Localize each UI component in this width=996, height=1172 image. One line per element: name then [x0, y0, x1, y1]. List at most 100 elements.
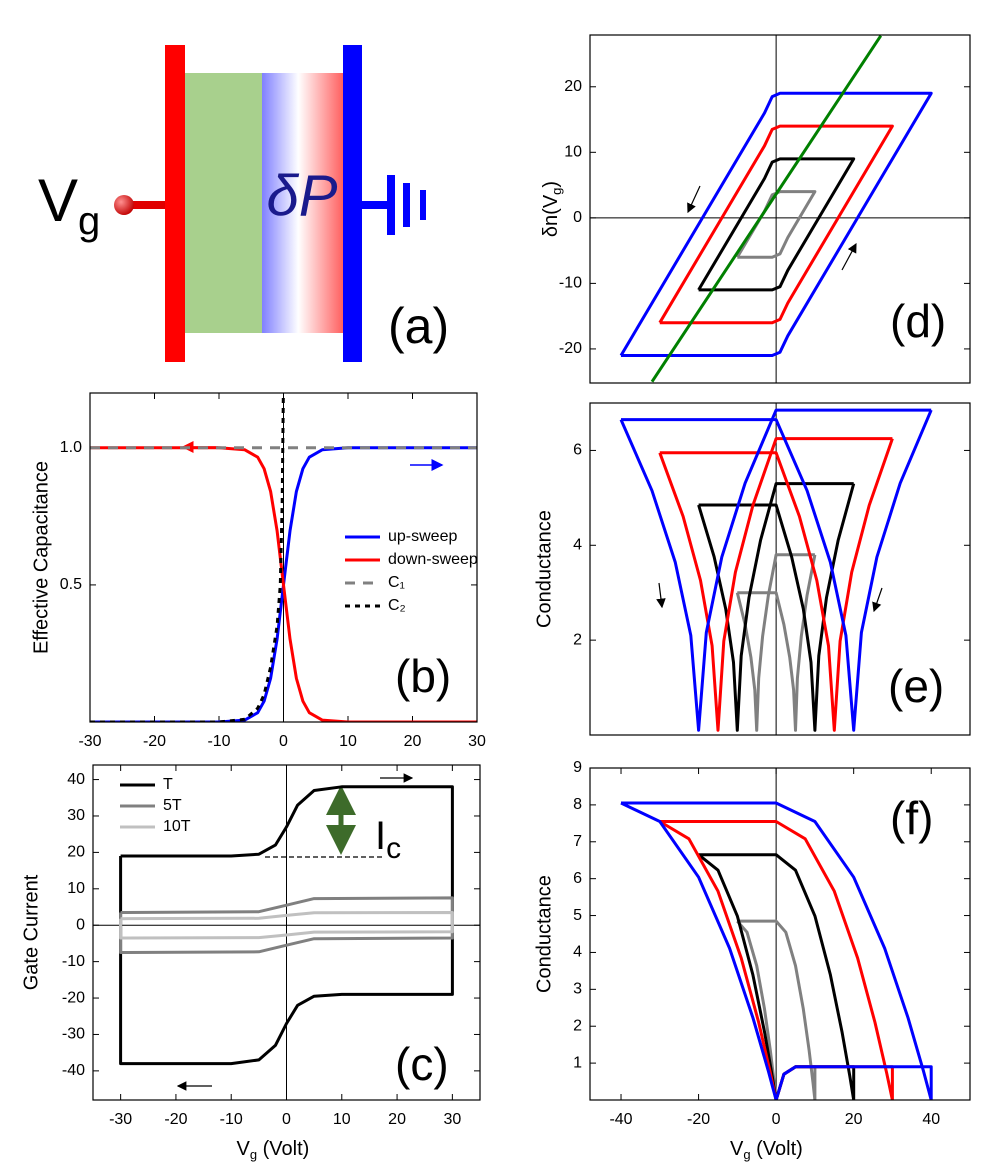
x-tick-label: 0: [279, 733, 288, 750]
chart-panel: -20 -10 0 10 20 (d) δn(Vg): [540, 34, 971, 384]
gate-wire: [125, 201, 165, 209]
y-tick-label: 0: [76, 916, 85, 933]
gate-terminal: [114, 195, 134, 215]
annotation-label: Ic: [375, 814, 401, 865]
y-tick-label: 2: [573, 631, 582, 648]
x-tick-label: 0: [772, 1111, 781, 1128]
x-tick-label: 20: [404, 733, 422, 750]
arrow: [656, 582, 666, 609]
x-tick-label: -10: [220, 1111, 243, 1128]
y-axis-label-part: g: [549, 188, 564, 195]
y-tick-label: 7: [573, 833, 582, 850]
series-line: [735, 553, 815, 732]
x-axis-label-part: (Volt): [751, 1138, 803, 1160]
polarization-label: δP: [267, 163, 338, 228]
plot-frame: [589, 767, 971, 1101]
x-tick-label: -10: [207, 733, 230, 750]
panel-label: (a): [388, 298, 449, 354]
y-tick-label: 2: [573, 1017, 582, 1034]
y-axis-label: Conductance: [533, 875, 555, 993]
panel-label: (c): [395, 1038, 449, 1090]
panel-label: (b): [395, 650, 451, 702]
y-tick-label: 20: [67, 844, 85, 861]
y-axis-label: Gate Current: [20, 874, 42, 990]
gate-label: Vg: [38, 167, 100, 243]
dielectric: [185, 73, 262, 333]
y-tick-label: -30: [62, 1026, 85, 1043]
y-tick-label: -10: [559, 275, 582, 292]
plot-frame: [92, 764, 481, 1101]
legend-label: up-sweep: [388, 528, 457, 545]
y-axis-label: Conductance: [533, 510, 555, 628]
gate-plate: [165, 45, 185, 362]
x-tick-label: 30: [468, 733, 486, 750]
annotations: Ic: [176, 185, 883, 1091]
y-tick-label: -20: [559, 340, 582, 357]
y-tick-label: 30: [67, 807, 85, 824]
x-axis-label-part: g: [250, 1147, 257, 1162]
x-tick-label: -30: [78, 733, 101, 750]
ground-wire: [362, 201, 388, 209]
chart-panel: 1 2 3 4 5 6 7 8 9 -40 -20 0 20 40 (f) Conductance Vg (Vo…: [533, 759, 971, 1162]
series-line: [658, 124, 894, 325]
x-tick-label: 20: [845, 1111, 863, 1128]
chart-panel: 2 4 6 (e) Conductance: [533, 402, 971, 736]
panel-label: (f): [890, 792, 933, 844]
ground-bar: [403, 183, 410, 227]
ground-bar: [387, 175, 395, 235]
y-axis-label: δn(Vg): [540, 181, 564, 237]
x-tick-label: 20: [388, 1111, 406, 1128]
x-tick-label: -20: [687, 1111, 710, 1128]
arrow: [872, 587, 883, 613]
y-tick-label: 9: [573, 759, 582, 776]
series-line: [697, 157, 856, 292]
arrow: [841, 242, 857, 271]
y-tick-label: 6: [573, 442, 582, 459]
y-tick-label: 40: [67, 771, 85, 788]
y-axis-label-part: δn(V: [540, 194, 562, 237]
y-tick-label: 1.0: [60, 439, 82, 456]
x-axis-label-part: (Volt): [257, 1138, 309, 1160]
y-tick-label: 5: [573, 907, 582, 924]
y-tick-label: 10: [564, 144, 582, 161]
x-axis-label-part: V: [730, 1138, 744, 1160]
y-tick-label: 0.5: [60, 576, 82, 593]
y-axis-label-part: ): [540, 181, 562, 188]
series-line: [90, 393, 285, 722]
series-line: [90, 446, 477, 722]
series-line: [697, 482, 854, 732]
x-tick-label: 10: [339, 733, 357, 750]
y-tick-label: -40: [62, 1062, 85, 1079]
series-line: [650, 35, 883, 383]
arrow: [687, 185, 701, 214]
ground-bar: [420, 190, 426, 220]
legend-label: C₁: [388, 574, 405, 591]
x-tick-label: -20: [164, 1111, 187, 1128]
legend-label: 5T: [163, 797, 182, 814]
x-tick-label: 10: [333, 1111, 351, 1128]
schematic: Vg δP (a): [38, 45, 449, 362]
legend-label: T: [163, 776, 173, 793]
panel-label: (d): [890, 295, 946, 347]
y-tick-label: 1: [573, 1054, 582, 1071]
series-line: [119, 911, 454, 940]
y-tick-label: 4: [573, 944, 582, 961]
x-tick-label: -20: [143, 733, 166, 750]
series-line: [621, 409, 933, 732]
y-tick-label: -20: [62, 989, 85, 1006]
legend-label: down-sweep: [388, 551, 478, 568]
series-line: [119, 896, 454, 954]
series-line: [619, 408, 932, 732]
y-tick-label: 20: [564, 78, 582, 95]
series-line: [119, 785, 454, 1066]
x-tick-label: -40: [609, 1111, 632, 1128]
x-axis-label-part: V: [237, 1138, 251, 1160]
y-tick-label: -10: [62, 953, 85, 970]
plot-frame: [89, 392, 478, 723]
x-axis-label: Vg (Volt): [237, 1138, 310, 1162]
ground-plate: [343, 45, 362, 362]
series-line: [658, 437, 893, 732]
series-line: [620, 801, 933, 1100]
x-tick-label: 30: [443, 1111, 461, 1128]
